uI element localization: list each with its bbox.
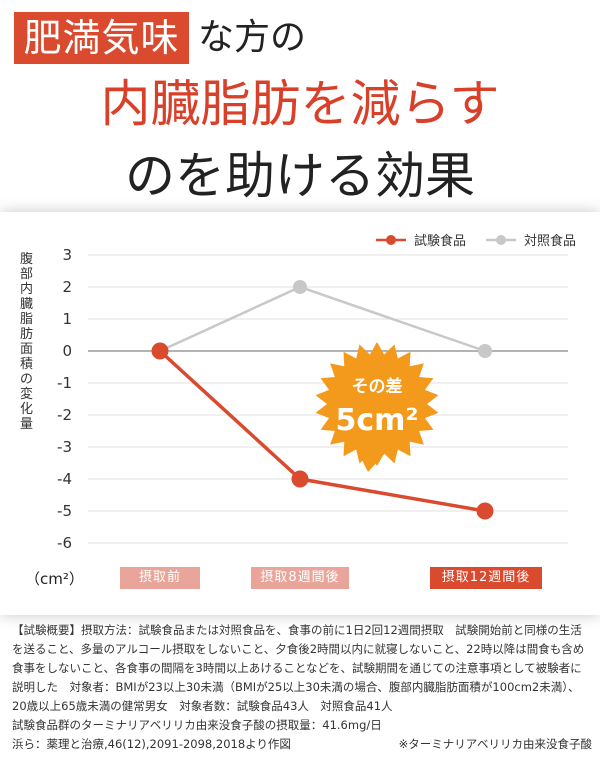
control-data-point	[293, 280, 307, 294]
y-axis-label: 腹部内臓脂肪面積の変化量	[20, 252, 34, 432]
source-row: 浜ら：薬理と治療,46(12),2091-2098,2018より作図 ※ターミナ…	[12, 735, 592, 754]
starburst-pointer	[356, 448, 388, 472]
y-tick-label: -2	[57, 406, 72, 424]
notes-line: 説明した 対象者：BMIが23以上30未満（BMIが25以上30未満の場合、腹部…	[12, 680, 580, 694]
headline-sub: のを助ける効果	[125, 147, 475, 205]
headline-suffix: な方の	[198, 17, 307, 58]
y-tick-label: -5	[57, 502, 72, 520]
headline-main: 内臓脂肪を減らす	[100, 75, 500, 133]
line-chart: 3 2 1 0 -1 -2 -3 -4 -5 -6 その差 5cm²	[57, 246, 568, 552]
difference-label: その差	[352, 376, 403, 397]
legend-marker-test	[375, 234, 406, 245]
notes-line: 【試験概要】摂取方法：試験食品または対照食品を、食事の前に1日2回12週間摂取 …	[12, 623, 582, 637]
y-tick-label: 1	[62, 310, 72, 328]
chart-panel: 試験食品 対照食品 腹部内臓脂肪面積の変化量 3 2 1 0 -1 -2 -3 -4 -5 -6 そ…	[0, 212, 600, 615]
source-footnote: ※ターミナリアベリリカ由来没食子酸	[398, 737, 592, 751]
study-notes: 【試験概要】摂取方法：試験食品または対照食品を、食事の前に1日2回12週間摂取 …	[12, 621, 592, 754]
notes-line: 20歳以上65歳未満の健常男女 対象者数：試験食品43人 対照食品41人	[12, 699, 393, 713]
chart-legend: 試験食品 対照食品	[374, 230, 576, 249]
y-tick-label: -1	[57, 374, 72, 392]
control-data-point	[478, 344, 492, 358]
source-citation: 浜ら：薬理と治療,46(12),2091-2098,2018より作図	[12, 737, 291, 751]
notes-line: を送ること、多量のアルコール摂取をしないこと、夕食後2時間以内に就寝しないこと、…	[12, 642, 585, 656]
y-tick-label: 2	[62, 278, 72, 296]
legend-label-test: 試験食品	[413, 234, 466, 249]
legend-item-control: 対照食品	[484, 230, 576, 249]
test-data-point	[151, 342, 169, 360]
x-label-8weeks: 摂取8週間後	[251, 567, 349, 589]
notes-line: 試験食品群のターミナリアベリリカ由来没食子酸の摂取量：41.6mg/日	[12, 718, 382, 732]
legend-marker-control	[485, 234, 516, 245]
notes-line: 食事をしないこと、各食事の間隔を3時間以上あけることなどを、試験期間を通じての注…	[12, 661, 582, 675]
difference-starburst	[315, 342, 439, 466]
x-label-12weeks: 摂取12週間後	[430, 567, 542, 589]
y-tick-label: 3	[62, 246, 72, 264]
x-label-before: 摂取前	[120, 567, 200, 589]
y-tick-label: -3	[57, 438, 72, 456]
legend-item-test: 試験食品	[374, 230, 466, 249]
difference-value: 5cm²	[335, 403, 418, 438]
test-data-point	[476, 502, 494, 520]
legend-label-control: 対照食品	[523, 234, 576, 249]
test-data-point	[291, 470, 309, 488]
y-tick-label: -4	[57, 470, 72, 488]
y-axis-unit: （cm²）	[25, 570, 84, 588]
series-line-test	[158, 349, 486, 513]
y-tick-label: -6	[57, 534, 72, 552]
y-tick-label: 0	[62, 342, 72, 360]
headline-badge: 肥満気味	[14, 12, 189, 64]
